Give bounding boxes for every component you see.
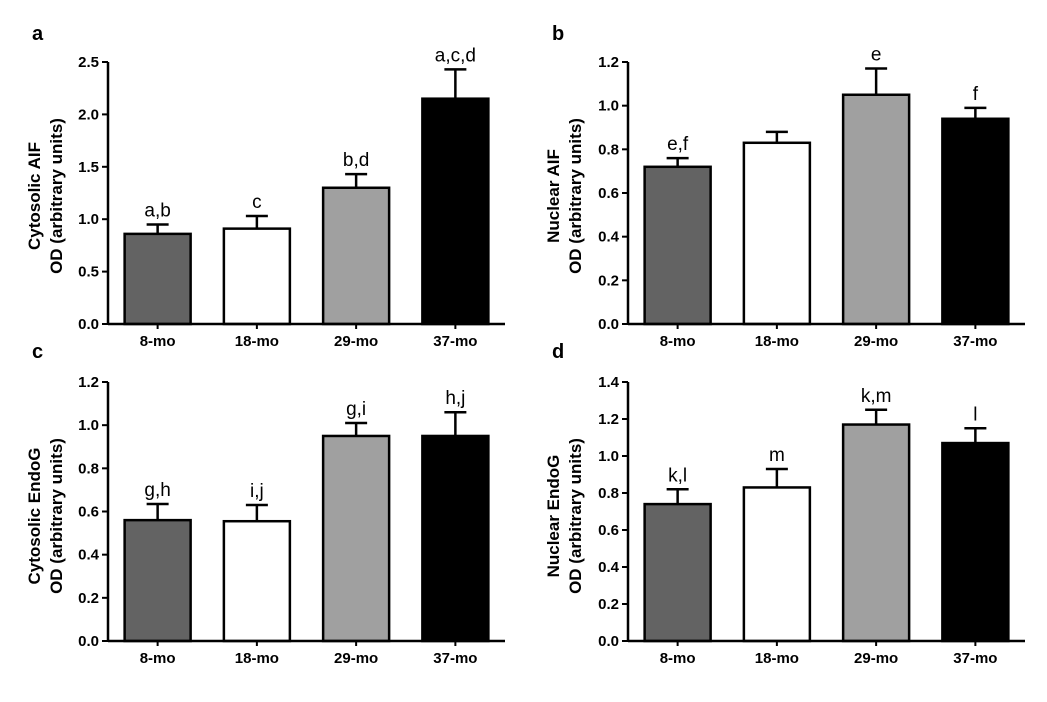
y-tick-label: 1.0 [78,417,99,434]
y-axis-label-line2: OD (arbitrary units) [47,438,66,594]
bar-29-mo [841,423,911,643]
x-category-label: 8-mo [660,333,696,350]
y-tick-label: 0.4 [598,229,620,246]
y-tick-label: 0.4 [78,547,100,564]
y-axis-label-line1: Nuclear AIF [544,149,563,243]
plot-area: 0.0 0.2 0.4 0.6 0.8 1.0 1.2 e,f 8-mo 18-mo e 29-mo f… [598,45,1025,350]
panel-letter: c [32,341,43,363]
significance-label: k,m [861,386,892,407]
significance-label: i,j [250,481,264,502]
y-tick-label: 0.2 [598,272,619,289]
panel-letter: d [552,341,564,363]
y-tick-label: 0.5 [78,264,99,281]
y-tick-label: 0.0 [78,316,99,333]
x-category-label: 37-mo [433,333,477,350]
x-category-label: 18-mo [235,650,279,667]
x-category-label: 29-mo [334,333,378,350]
x-category-label: 29-mo [854,650,898,667]
bar-29-mo [841,93,911,326]
x-category-label: 8-mo [660,650,696,667]
plot-area: 0.0 0.2 0.4 0.6 0.8 1.0 1.2 g,h 8-mo i,j 18-mo g,i 2… [78,374,505,667]
significance-label: c [252,192,262,213]
bar-37-mo [941,441,1010,643]
panel-letter: b [552,23,564,45]
y-tick-label: 1.2 [598,54,619,71]
y-tick-label: 1.0 [598,448,619,465]
y-axis-label-line2: OD (arbitrary units) [47,118,66,274]
x-category-label: 29-mo [854,333,898,350]
panel-c: c Cytosolic EndoG OD (arbitrary units) 0… [25,341,505,667]
x-category-label: 29-mo [334,650,378,667]
y-tick-label: 0.0 [598,633,619,650]
significance-label: e [871,45,882,66]
panel-b: b Nuclear AIF OD (arbitrary units) 0.00.… [544,23,1025,350]
significance-label: e,f [667,134,689,155]
y-tick-label: 0.6 [598,185,619,202]
significance-label: f [973,84,979,105]
significance-label: h,j [445,388,465,409]
y-tick-label: 1.4 [598,374,620,391]
y-tick-label: 0.0 [78,633,99,650]
significance-label: g,h [144,480,170,501]
bar-37-mo [941,117,1010,326]
bar-18-mo [222,519,292,643]
y-tick-label: 1.2 [78,374,99,391]
y-tick-label: 0.4 [598,559,620,576]
x-category-label: 8-mo [140,333,176,350]
bar-37-mo [421,97,490,326]
significance-label: m [769,445,785,466]
bar-8-mo [643,502,712,643]
y-tick-label: 2.0 [78,106,99,123]
x-category-label: 37-mo [953,650,997,667]
significance-label: k,l [668,465,687,486]
significance-label: a,b [144,200,170,221]
y-axis-label-line1: Nuclear EndoG [544,455,563,578]
y-axis-label-line2: OD (arbitrary units) [566,118,585,274]
y-tick-label: 0.8 [78,460,99,477]
x-category-label: 37-mo [953,333,997,350]
panel-d: d Nuclear EndoG OD (arbitrary units) 0.0… [544,341,1025,667]
x-category-label: 18-mo [755,333,799,350]
x-category-label: 18-mo [755,650,799,667]
x-category-label: 37-mo [433,650,477,667]
y-tick-label: 2.5 [78,54,99,71]
x-category-label: 8-mo [140,650,176,667]
y-axis-label-line2: OD (arbitrary units) [566,438,585,594]
y-tick-label: 1.5 [78,159,99,176]
y-tick-label: 1.2 [598,411,619,428]
panel-letter: a [32,23,44,45]
bar-8-mo [123,518,192,643]
y-tick-label: 0.6 [78,504,99,521]
y-tick-label: 0.0 [598,316,619,333]
plot-area: 0.0 0.5 1.0 1.5 2.0 2.5 a,b 8-mo c 18-mo b,d 29-mo a… [78,45,505,350]
bar-37-mo [421,434,490,643]
y-axis-label-line1: Cytosolic EndoG [25,448,44,585]
y-tick-label: 0.2 [78,590,99,607]
bar-8-mo [643,165,712,326]
bar-18-mo [742,141,812,326]
bar-18-mo [742,486,812,643]
significance-label: l [973,404,977,425]
y-tick-label: 1.0 [598,98,619,115]
significance-label: a,c,d [435,45,476,66]
y-tick-label: 0.6 [598,522,619,539]
significance-label: g,i [346,399,366,420]
plot-area: 0.0 0.2 0.4 0.6 0.8 1.0 1.2 1.4 k,l 8-mo m 18-mo k,m… [598,374,1025,667]
y-tick-label: 0.2 [598,596,619,613]
bar-29-mo [321,434,391,643]
y-tick-label: 0.8 [598,485,619,502]
y-axis-label-line1: Cytosolic AIF [25,142,44,250]
bar-18-mo [222,227,292,326]
y-tick-label: 1.0 [78,211,99,228]
bar-8-mo [123,232,192,326]
bar-29-mo [321,186,391,326]
y-tick-label: 0.8 [598,141,619,158]
significance-label: b,d [343,150,369,171]
panel-a: a Cytosolic AIF OD (arbitrary units) 0.0… [25,23,505,350]
x-category-label: 18-mo [235,333,279,350]
